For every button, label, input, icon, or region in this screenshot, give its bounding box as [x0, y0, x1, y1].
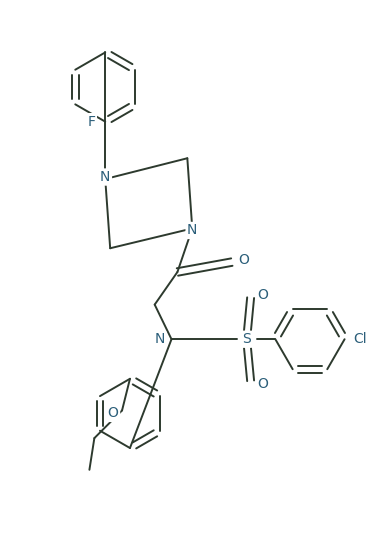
- Text: N: N: [155, 332, 165, 346]
- Text: O: O: [257, 288, 268, 302]
- Text: N: N: [187, 224, 197, 238]
- Text: F: F: [87, 114, 96, 129]
- Text: O: O: [108, 407, 118, 421]
- Text: Cl: Cl: [354, 332, 367, 346]
- Text: O: O: [257, 377, 268, 391]
- Text: O: O: [238, 253, 249, 267]
- Text: S: S: [242, 332, 251, 346]
- Text: N: N: [100, 170, 110, 184]
